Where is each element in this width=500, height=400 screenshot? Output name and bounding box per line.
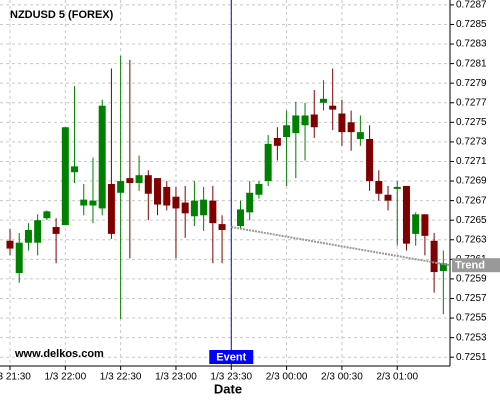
candle-body	[218, 224, 226, 230]
y-tick-label: 0.7259	[456, 274, 487, 285]
candle-body	[34, 220, 42, 243]
candle-body	[71, 166, 79, 173]
candle-body	[246, 192, 254, 213]
candle-body	[135, 175, 143, 183]
candle-body	[310, 114, 318, 128]
candle-body	[273, 137, 281, 146]
candle-body	[89, 200, 97, 206]
candle-body	[237, 209, 244, 227]
x-axis-title: Date	[214, 381, 242, 396]
x-tick-label: 2/3 00:30	[321, 372, 363, 383]
candle-body	[190, 200, 198, 217]
candle-body	[154, 178, 162, 205]
candle-body	[144, 175, 152, 194]
candle-body	[15, 242, 23, 274]
trend-line	[231, 226, 451, 267]
candle-body	[338, 113, 346, 133]
x-tick-label: 1/3 23:30	[210, 372, 252, 383]
candle-body	[6, 240, 14, 249]
x-tick-label: 1/3 22:00	[44, 372, 86, 383]
candle-body	[172, 196, 180, 209]
candle-body	[421, 214, 429, 236]
y-tick-label: 0.7287	[456, 0, 487, 11]
y-tick-label: 0.7265	[456, 215, 487, 226]
candle-body	[347, 122, 355, 133]
candle-body	[430, 240, 438, 273]
candle-body	[292, 115, 300, 134]
plot-area	[0, 0, 451, 366]
candle-body	[264, 143, 272, 182]
candle-body	[301, 115, 309, 126]
candle-body	[366, 138, 374, 182]
watermark: www.delkos.com	[14, 348, 104, 360]
y-tick-label: 0.7285	[456, 19, 487, 30]
chart-title: NZDUSD 5 (FOREX)	[10, 9, 114, 21]
y-tick-label: 0.7263	[456, 234, 487, 245]
candle-body	[283, 125, 291, 138]
candle-body	[439, 263, 447, 272]
y-tick-label: 0.7283	[456, 39, 487, 50]
y-tick-label: 0.7253	[456, 332, 487, 343]
candle-body	[181, 202, 189, 214]
candle-body	[209, 200, 217, 224]
y-tick-label: 0.7277	[456, 97, 487, 108]
candle-body	[375, 181, 383, 194]
x-tick-label: 1/3 23:00	[155, 372, 197, 383]
candle-body	[393, 186, 401, 189]
event-label-box	[209, 350, 254, 364]
candle-body	[98, 105, 106, 209]
candle-body	[80, 199, 88, 206]
candle-body	[200, 199, 208, 216]
candle-body	[43, 211, 51, 219]
trend-label: Trend	[455, 260, 485, 272]
y-tick-label: 0.7273	[456, 137, 487, 148]
candle-body	[356, 132, 364, 139]
candle-body	[24, 229, 32, 243]
candle-body	[319, 98, 327, 103]
event-label: Event	[216, 351, 246, 363]
candle-body	[107, 183, 115, 234]
trend-label-box	[452, 258, 500, 273]
y-tick-label: 0.7251	[456, 352, 487, 363]
candle-body	[126, 178, 134, 183]
candle-body	[52, 227, 60, 234]
y-tick-label: 0.7267	[456, 195, 487, 206]
y-tick-label: 0.7279	[456, 78, 487, 89]
candle-body	[412, 214, 420, 234]
candle-body	[117, 181, 125, 193]
y-tick-label: 0.7275	[456, 117, 487, 128]
candle-body	[384, 194, 392, 201]
y-tick-label: 0.7271	[456, 156, 487, 167]
candle-body	[163, 186, 171, 206]
candle-body	[61, 127, 69, 226]
y-tick-label: 0.7269	[456, 176, 487, 187]
x-tick-label: 1/3 21:30	[0, 372, 31, 383]
x-tick-label: 2/3 01:00	[376, 372, 418, 383]
y-tick-label: 0.7257	[456, 293, 487, 304]
candle-body	[402, 185, 410, 244]
y-tick-label: 0.7255	[456, 313, 487, 324]
candle-body	[255, 183, 263, 195]
x-tick-label: 1/3 22:30	[100, 372, 142, 383]
x-tick-label: 2/3 00:00	[266, 372, 308, 383]
candle-body	[329, 105, 337, 110]
y-tick-label: 0.7281	[456, 58, 487, 69]
